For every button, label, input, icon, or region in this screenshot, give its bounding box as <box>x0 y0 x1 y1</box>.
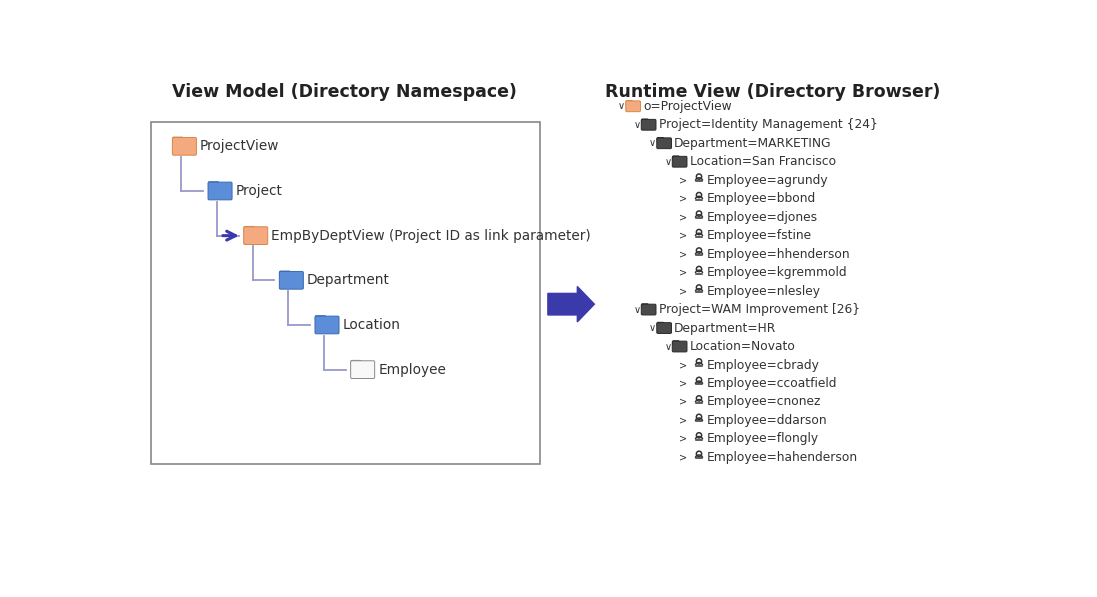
Text: Employee=cbrady: Employee=cbrady <box>706 359 819 371</box>
Text: Location=Novato: Location=Novato <box>690 340 795 353</box>
Text: Department=HR: Department=HR <box>675 322 777 334</box>
Text: Employee=kgremmold: Employee=kgremmold <box>706 266 847 279</box>
Text: Project: Project <box>236 184 282 198</box>
Text: Department: Department <box>307 273 389 287</box>
Text: ∨: ∨ <box>618 101 625 111</box>
Text: Location=San Francisco: Location=San Francisco <box>690 155 836 168</box>
Text: >: > <box>679 267 688 278</box>
FancyBboxPatch shape <box>244 227 268 245</box>
FancyBboxPatch shape <box>172 137 183 143</box>
FancyBboxPatch shape <box>642 304 656 315</box>
Text: Employee=djones: Employee=djones <box>706 211 818 224</box>
Text: >: > <box>679 360 688 370</box>
Text: Location: Location <box>342 318 400 332</box>
Text: Project=Identity Management {24}: Project=Identity Management {24} <box>658 118 878 131</box>
FancyBboxPatch shape <box>657 138 671 149</box>
FancyBboxPatch shape <box>657 137 664 141</box>
Text: ∨: ∨ <box>665 341 671 352</box>
Text: Employee=hahenderson: Employee=hahenderson <box>706 451 858 464</box>
Text: >: > <box>679 230 688 241</box>
FancyArrow shape <box>547 287 595 322</box>
FancyBboxPatch shape <box>172 137 196 155</box>
FancyBboxPatch shape <box>351 361 375 378</box>
Text: ∨: ∨ <box>633 304 641 315</box>
Text: Department=MARKETING: Department=MARKETING <box>675 137 832 150</box>
Text: >: > <box>679 397 688 407</box>
Text: Employee=nlesley: Employee=nlesley <box>706 285 821 297</box>
Text: >: > <box>679 453 688 463</box>
FancyBboxPatch shape <box>625 101 641 112</box>
Text: >: > <box>679 286 688 296</box>
Text: Employee=ddarson: Employee=ddarson <box>706 414 827 427</box>
Text: >: > <box>679 378 688 389</box>
Text: Employee=agrundy: Employee=agrundy <box>706 174 828 187</box>
Text: Employee=hhenderson: Employee=hhenderson <box>706 248 850 261</box>
Text: >: > <box>679 193 688 204</box>
FancyBboxPatch shape <box>151 122 540 463</box>
Text: ∨: ∨ <box>665 157 671 167</box>
FancyBboxPatch shape <box>208 181 218 187</box>
Text: Project=WAM Improvement [26}: Project=WAM Improvement [26} <box>658 303 860 316</box>
FancyBboxPatch shape <box>351 361 361 366</box>
Text: >: > <box>679 434 688 444</box>
Text: >: > <box>679 175 688 185</box>
FancyBboxPatch shape <box>315 316 339 334</box>
Text: ∨: ∨ <box>633 120 641 130</box>
Text: >: > <box>679 212 688 222</box>
FancyBboxPatch shape <box>642 304 648 308</box>
Text: Employee: Employee <box>378 362 446 377</box>
FancyBboxPatch shape <box>315 316 326 321</box>
Text: o=ProjectView: o=ProjectView <box>643 100 732 113</box>
FancyBboxPatch shape <box>657 322 671 334</box>
Text: Employee=bbond: Employee=bbond <box>706 192 816 205</box>
Text: Employee=cnonez: Employee=cnonez <box>706 395 822 408</box>
Text: Runtime View (Directory Browser): Runtime View (Directory Browser) <box>604 83 940 101</box>
FancyBboxPatch shape <box>642 119 648 123</box>
FancyBboxPatch shape <box>244 226 255 232</box>
FancyBboxPatch shape <box>672 341 679 345</box>
FancyBboxPatch shape <box>626 100 633 104</box>
Text: View Model (Directory Namespace): View Model (Directory Namespace) <box>172 83 518 101</box>
FancyBboxPatch shape <box>672 341 687 352</box>
FancyBboxPatch shape <box>672 156 679 160</box>
Text: Employee=fstine: Employee=fstine <box>706 229 812 242</box>
Text: ProjectView: ProjectView <box>200 139 280 153</box>
FancyBboxPatch shape <box>672 156 687 167</box>
Text: ∨: ∨ <box>649 139 656 148</box>
Text: EmpByDeptView (Project ID as link parameter): EmpByDeptView (Project ID as link parame… <box>271 229 591 242</box>
FancyBboxPatch shape <box>208 182 233 200</box>
Text: ∨: ∨ <box>649 323 656 333</box>
Text: Employee=flongly: Employee=flongly <box>706 432 818 445</box>
Text: >: > <box>679 249 688 259</box>
FancyBboxPatch shape <box>642 119 656 130</box>
FancyBboxPatch shape <box>657 322 664 327</box>
FancyBboxPatch shape <box>280 272 304 289</box>
FancyBboxPatch shape <box>280 271 290 277</box>
Text: >: > <box>679 416 688 426</box>
Text: Employee=ccoatfield: Employee=ccoatfield <box>706 377 837 390</box>
